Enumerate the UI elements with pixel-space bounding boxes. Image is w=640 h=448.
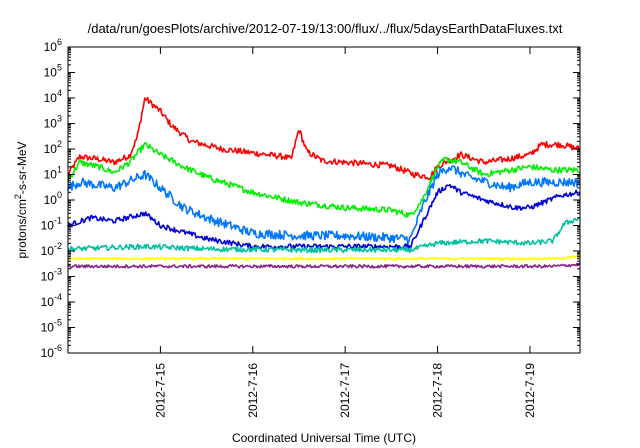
y-tick-exp: -4 (54, 292, 62, 302)
series-line-7 (67, 262, 581, 269)
y-tick-base: 10 (44, 193, 58, 207)
y-tick-base: 10 (44, 40, 58, 54)
y-tick-base: 10 (44, 66, 58, 80)
x-axis-label: Coordinated Universal Time (UTC) (232, 431, 416, 445)
y-tick-exp: -6 (54, 343, 62, 353)
y-axis-label-rest: -s-sr-MeV (15, 141, 29, 194)
y-axis: 10-610-510-410-310-210-11001011021031041… (41, 37, 580, 360)
y-axis-label: protons/cm2-s-sr-MeV (13, 141, 29, 258)
y-axis-label-base: protons/cm (15, 199, 29, 258)
y-tick-exp: 1 (57, 165, 62, 175)
y-tick-exp: -2 (54, 241, 62, 251)
y-tick-base: 10 (44, 168, 58, 182)
y-tick-base: 10 (41, 321, 55, 335)
y-tick-label: 10-2 (41, 241, 62, 258)
y-tick-label: 100 (44, 190, 62, 207)
y-tick-label: 10-4 (41, 292, 62, 309)
y-tick-label: 10-1 (41, 216, 62, 233)
series-line-3 (67, 165, 581, 244)
x-tick-label: 2012-7-18 (431, 363, 445, 418)
x-tick-label: 2012-7-15 (153, 363, 167, 418)
series-line-6 (67, 254, 581, 261)
y-tick-base: 10 (41, 219, 55, 233)
y-tick-exp: 4 (57, 88, 62, 98)
y-tick-exp: -3 (54, 267, 62, 277)
series-line-5 (67, 217, 581, 254)
y-tick-label: 104 (44, 88, 62, 105)
y-tick-exp: -1 (54, 216, 62, 226)
y-tick-exp: 3 (57, 114, 62, 124)
x-tick-label: 2012-7-19 (523, 363, 537, 418)
x-tick-label: 2012-7-17 (338, 363, 352, 418)
y-tick-exp: 6 (57, 37, 62, 47)
x-tick-label: 2012-7-16 (246, 363, 260, 418)
y-tick-label: 10-6 (41, 343, 62, 360)
chart-title: /data/run/goesPlots/archive/2012-07-19/1… (88, 21, 563, 36)
y-tick-base: 10 (41, 295, 55, 309)
y-axis-label-sup: 2 (13, 194, 23, 199)
y-tick-label: 103 (44, 114, 62, 131)
y-tick-label: 102 (44, 139, 62, 156)
y-tick-base: 10 (44, 142, 58, 156)
y-tick-exp: 0 (57, 190, 62, 200)
series-line-2 (67, 141, 581, 218)
series-line-1 (67, 96, 581, 180)
y-tick-label: 10-5 (41, 318, 62, 335)
series-layer (67, 96, 581, 269)
y-tick-base: 10 (41, 270, 55, 284)
y-tick-label: 101 (44, 165, 62, 182)
y-tick-label: 10-3 (41, 267, 62, 284)
x-axis: 2012-7-15 2012-7-16 2012-7-17 2012-7-18 2012… (153, 47, 537, 418)
series-line-4 (67, 183, 581, 250)
y-tick-exp: -5 (54, 318, 62, 328)
y-tick-exp: 5 (57, 63, 62, 73)
y-tick-exp: 2 (57, 139, 62, 149)
y-tick-base: 10 (41, 346, 55, 360)
plot-frame (67, 46, 581, 354)
y-tick-label: 105 (44, 63, 62, 80)
y-tick-base: 10 (41, 244, 55, 258)
y-tick-label: 106 (44, 37, 62, 54)
y-tick-base: 10 (44, 117, 58, 131)
y-tick-base: 10 (44, 91, 58, 105)
